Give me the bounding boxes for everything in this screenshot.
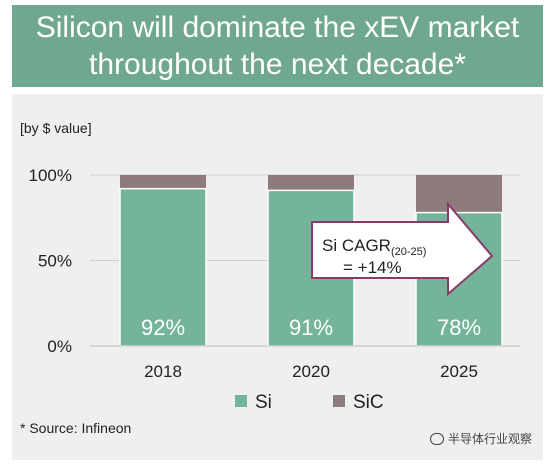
unit-label: [by $ value] bbox=[20, 120, 92, 136]
bar-sic-2025 bbox=[416, 175, 502, 213]
watermark-text: 半导体行业观察 bbox=[448, 432, 533, 446]
bar-si-2018 bbox=[119, 187, 207, 347]
x-tick-label: 2020 bbox=[292, 362, 330, 381]
title-line-1: Silicon will dominate the xEV market bbox=[35, 11, 520, 44]
cagr-annotation-line2: = +14% bbox=[343, 258, 402, 277]
legend-swatch-sic bbox=[333, 395, 345, 407]
x-tick-label: 2025 bbox=[440, 362, 478, 381]
y-tick-label: 100% bbox=[29, 166, 72, 185]
legend-label-sic: SiC bbox=[353, 392, 384, 413]
cagr-arrow-callout bbox=[311, 201, 494, 297]
legend-swatch-si bbox=[235, 395, 247, 407]
y-tick-label: 50% bbox=[38, 252, 72, 271]
watermark: 半导体行业观察 bbox=[430, 430, 532, 447]
bar-value-label: 91% bbox=[289, 315, 333, 340]
legend-label-si: Si bbox=[255, 392, 272, 413]
title-line-2: throughout the next decade* bbox=[89, 48, 466, 81]
bar-value-label: 92% bbox=[141, 315, 185, 340]
bar-sic-2018 bbox=[120, 175, 206, 189]
y-tick-label: 0% bbox=[47, 337, 72, 356]
chart-title: Silicon will dominate the xEV market thr… bbox=[12, 5, 543, 87]
cagr-annotation-line1: Si CAGR(20-25) bbox=[322, 236, 426, 258]
source-note: * Source: Infineon bbox=[20, 420, 132, 436]
x-tick-label: 2018 bbox=[144, 362, 182, 381]
wechat-icon bbox=[430, 432, 444, 445]
bar-sic-2020 bbox=[268, 175, 354, 191]
bar-value-label: 78% bbox=[437, 315, 481, 340]
